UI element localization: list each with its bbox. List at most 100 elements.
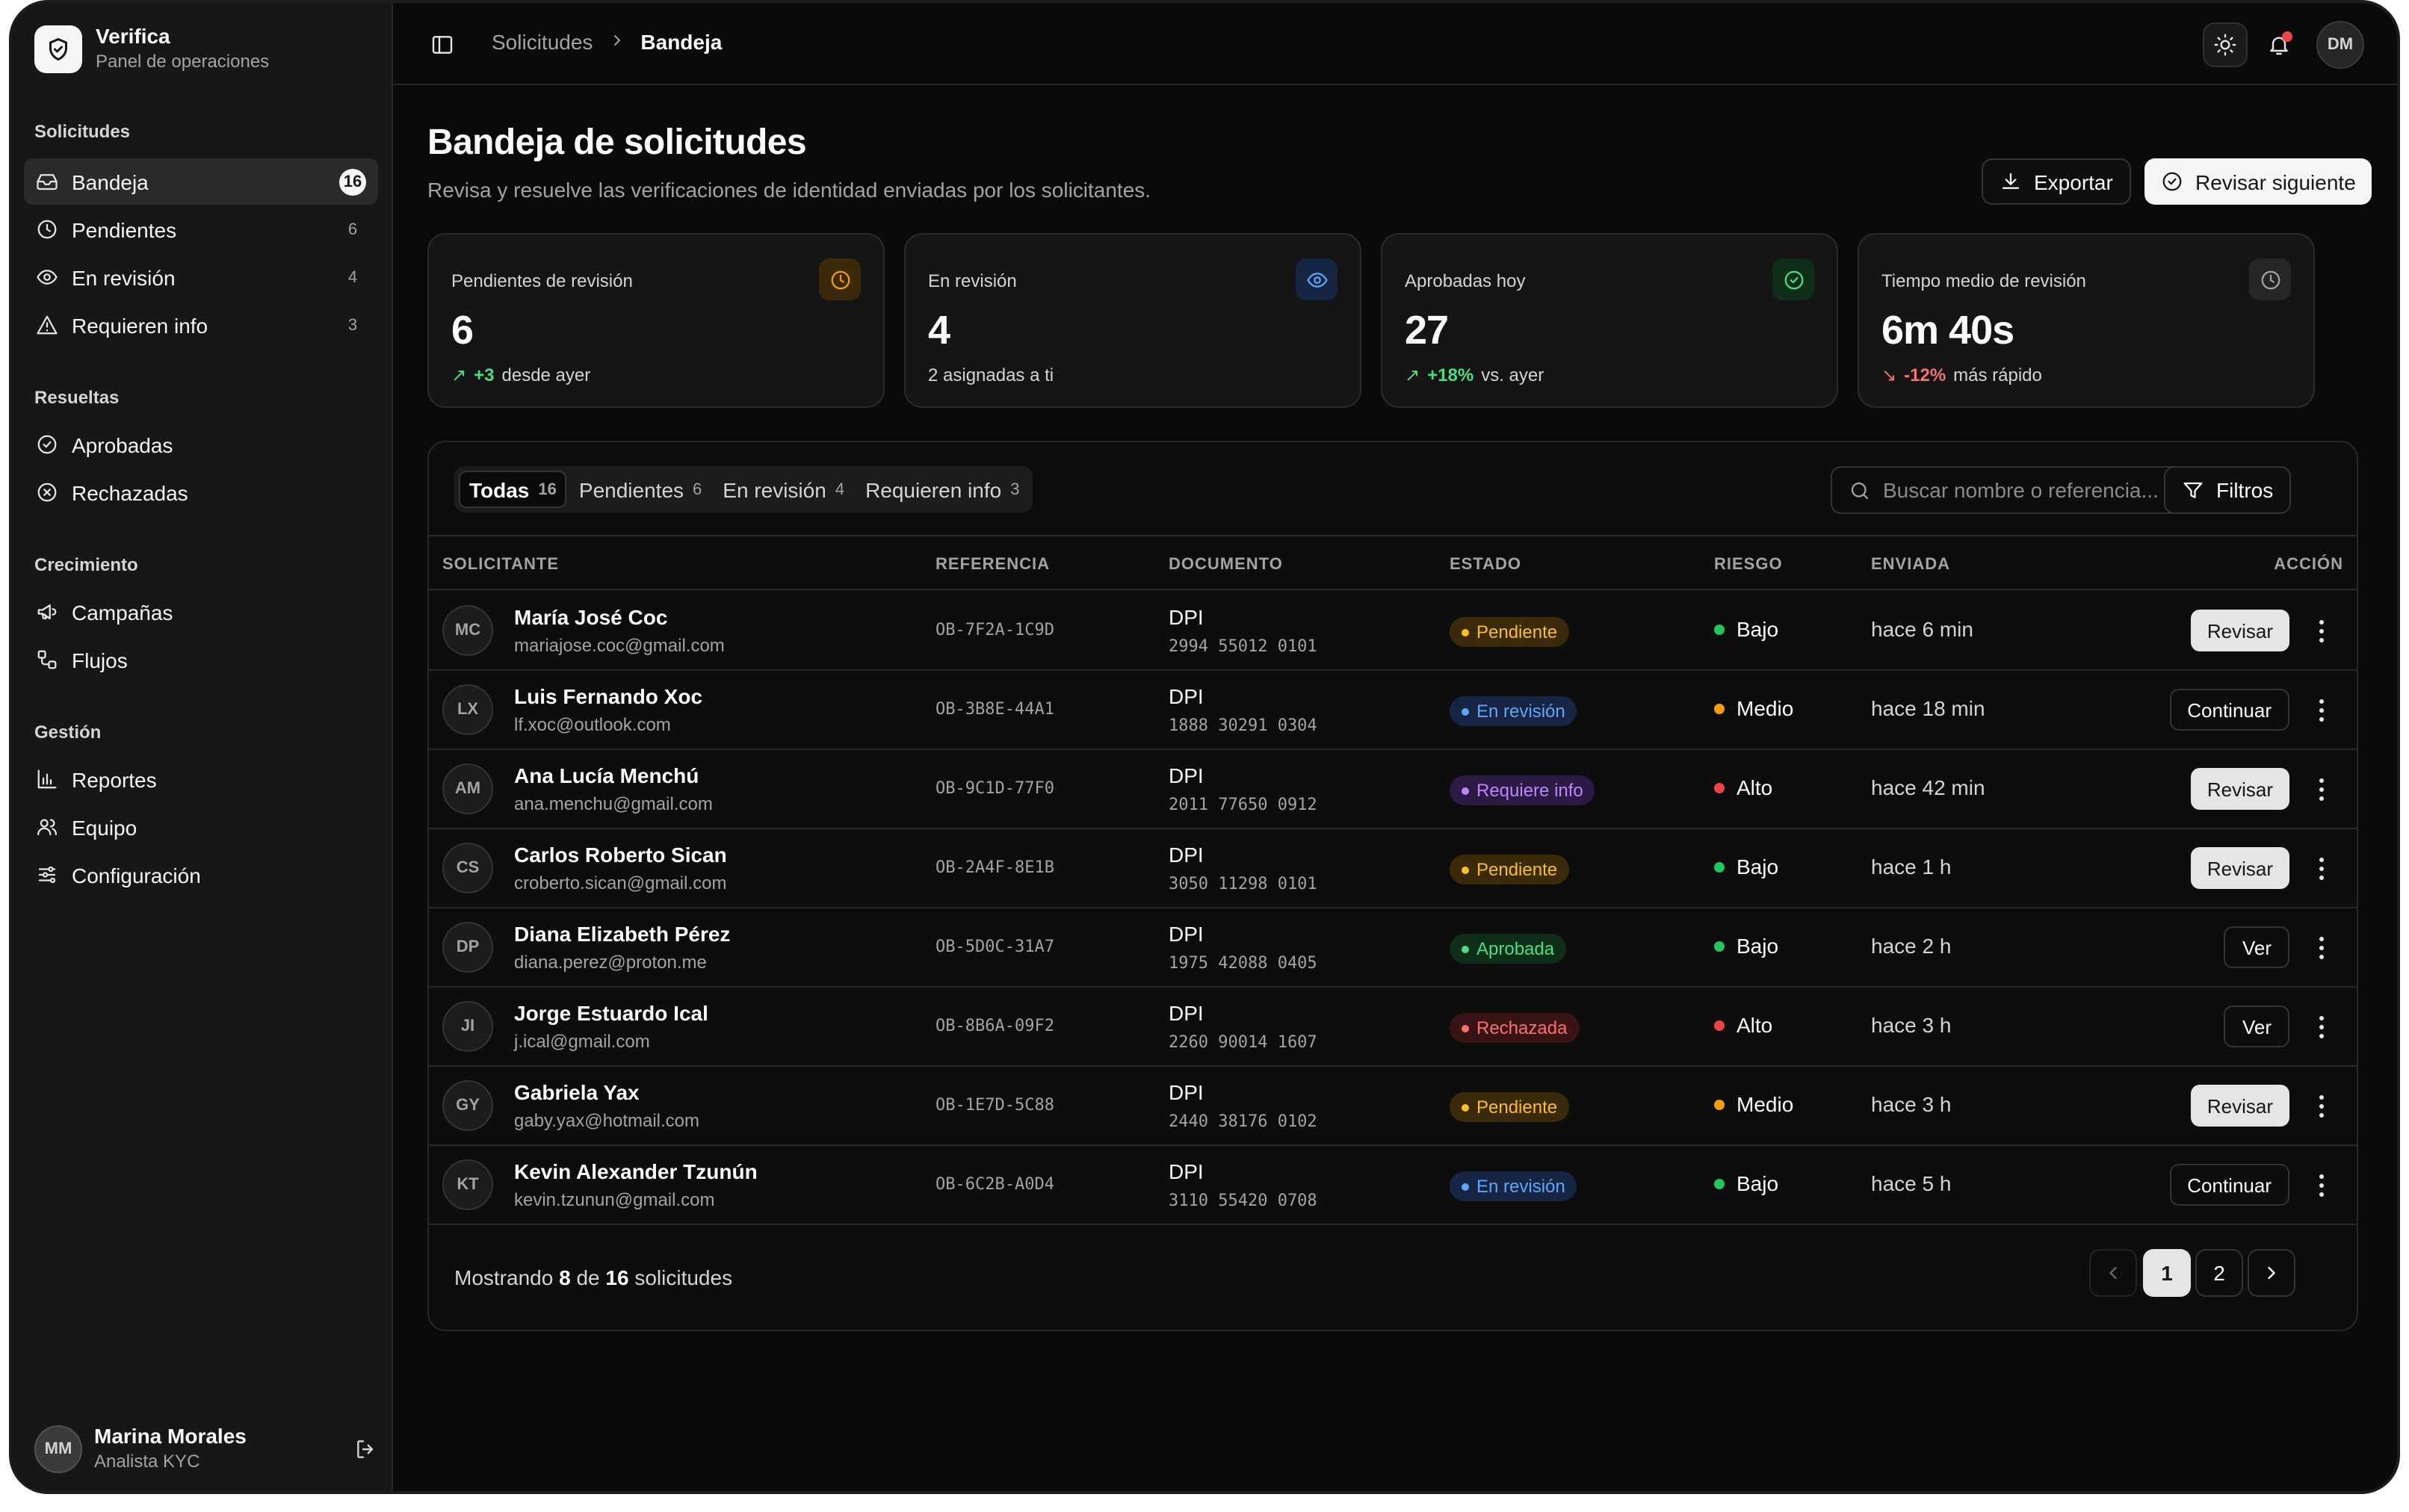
column-header[interactable]: REFERENCIA [936, 556, 1051, 574]
column-header[interactable]: ENVIADA [1871, 556, 1951, 574]
row-action-button[interactable]: Continuar [2169, 689, 2289, 731]
page-subtitle: Revisa y resuelve las verificaciones de … [427, 178, 1151, 202]
avatar[interactable]: DM [2316, 21, 2364, 69]
page-2-button[interactable]: 2 [2195, 1249, 2243, 1297]
column-header[interactable]: ESTADO [1450, 556, 1522, 574]
sidebar-item-label: Reportes [72, 767, 157, 791]
avatar: CS [442, 843, 493, 893]
applicant-name[interactable]: Jorge Estuardo Ical [514, 1001, 708, 1025]
bell-icon[interactable] [2257, 22, 2301, 67]
column-header[interactable]: RIESGO [1714, 556, 1783, 574]
tab-todas[interactable]: Todas 16 [459, 471, 567, 508]
tab-label: Pendientes [578, 477, 684, 501]
more-options-icon[interactable] [2309, 696, 2333, 723]
applicant-name[interactable]: Gabriela Yax [514, 1080, 640, 1104]
sidebar-item-flujos[interactable]: Flujos [24, 636, 378, 683]
applicant-name[interactable]: Carlos Roberto Sican [514, 843, 727, 867]
logout-icon[interactable] [354, 1437, 378, 1469]
applicant-name[interactable]: Luis Fernando Xoc [514, 684, 703, 708]
table-row[interactable]: MC María José Coc mariajose.coc@gmail.com O… [429, 592, 2357, 671]
breadcrumb-solicitudes[interactable]: Solicitudes [492, 30, 593, 54]
sidebar-toggle-icon[interactable] [420, 22, 465, 67]
row-action-button[interactable]: Ver [2224, 926, 2289, 968]
more-options-icon[interactable] [2309, 855, 2333, 882]
review-next-button[interactable]: Revisar siguiente [2144, 158, 2372, 205]
stat-footnote: desde ayer [501, 365, 591, 385]
sidebar-item-configuracion[interactable]: Configuración [24, 852, 378, 898]
stat-footer: ↗ +18% vs. ayer [1405, 365, 1544, 385]
export-button[interactable]: Exportar [1982, 158, 2131, 205]
sidebar-item-label: Aprobadas [72, 433, 173, 456]
more-options-icon[interactable] [2309, 775, 2333, 802]
document-number: 1975 42088 0405 [1169, 953, 1317, 973]
sidebar-item-pendientes[interactable]: Pendientes 6 [24, 206, 378, 252]
document-number: 3050 11298 0101 [1169, 874, 1317, 893]
sidebar-item-en-revision[interactable]: En revisión 4 [24, 254, 378, 300]
document-type: DPI [1169, 843, 1204, 867]
app-window: Verifica Panel de operaciones Solicitude… [9, 0, 2400, 1494]
risk-level: Bajo [1714, 934, 1778, 958]
alert-triangle-icon [37, 315, 58, 335]
table-row[interactable]: KT Kevin Alexander Tzunún kevin.tzunun@gma… [429, 1146, 2357, 1225]
sidebar-item-bandeja[interactable]: Bandeja 16 [24, 158, 378, 205]
row-action-button[interactable]: Revisar [2190, 1085, 2289, 1127]
table-row[interactable]: AM Ana Lucía Menchú ana.menchu@gmail.com OB… [429, 750, 2357, 829]
risk-label: Medio [1737, 696, 1794, 720]
eye-icon [1306, 272, 1327, 287]
more-options-icon[interactable] [2309, 1013, 2333, 1040]
status-label: Pendiente [1476, 1097, 1558, 1118]
sidebar-item-campanas[interactable]: Campañas [24, 589, 378, 635]
applicant-name[interactable]: Diana Elizabeth Pérez [514, 922, 731, 946]
tab-requieren-info[interactable]: Requieren info 3 [856, 471, 1028, 508]
reference-code: OB-2A4F-8E1B [936, 858, 1054, 877]
tab-en-revision[interactable]: En revisión 4 [714, 471, 853, 508]
more-options-icon[interactable] [2309, 934, 2333, 961]
row-action-button[interactable]: Ver [2224, 1006, 2289, 1047]
row-action-button[interactable]: Revisar [2190, 847, 2289, 889]
table-row[interactable]: GY Gabriela Yax gaby.yax@hotmail.com OB-1E7… [429, 1067, 2357, 1146]
table-row[interactable]: LX Luis Fernando Xoc lf.xoc@outlook.com OB-… [429, 671, 2357, 750]
applicant-name[interactable]: Kevin Alexander Tzunún [514, 1159, 758, 1183]
status-label: Requiere info [1476, 780, 1583, 801]
applicant-name[interactable]: María José Coc [514, 605, 668, 629]
reference-code: OB-6C2B-A0D4 [936, 1174, 1054, 1194]
sidebar-item-reportes[interactable]: Reportes [24, 756, 378, 802]
applicant-name[interactable]: Ana Lucía Menchú [514, 763, 699, 787]
more-options-icon[interactable] [2309, 1092, 2333, 1119]
risk-dot [1714, 1020, 1725, 1030]
row-action-button[interactable]: Revisar [2190, 610, 2289, 651]
risk-dot [1714, 861, 1725, 872]
column-header[interactable]: DOCUMENTO [1169, 556, 1283, 574]
brand[interactable]: Verifica Panel de operaciones [34, 24, 269, 75]
table-row[interactable]: CS Carlos Roberto Sican croberto.sican@gma… [429, 829, 2357, 908]
stat-footnote: más rápido [1953, 365, 2042, 385]
applicant-email: ana.menchu@gmail.com [514, 793, 713, 814]
sidebar-item-requieren-info[interactable]: Requieren info 3 [24, 302, 378, 348]
tab-pendientes[interactable]: Pendientes 6 [570, 471, 711, 508]
status-label: Rechazada [1476, 1017, 1568, 1038]
row-action-button[interactable]: Continuar [2169, 1164, 2289, 1206]
next-page-button[interactable] [2248, 1249, 2295, 1297]
sidebar-item-rechazadas[interactable]: Rechazadas [24, 469, 378, 515]
filters-button[interactable]: Filtros [2164, 466, 2292, 514]
avatar: MM [34, 1425, 82, 1473]
more-options-icon[interactable] [2309, 617, 2333, 644]
table-row[interactable]: DP Diana Elizabeth Pérez diana.perez@proto… [429, 908, 2357, 988]
sent-time: hace 1 h [1871, 855, 1952, 879]
sidebar-item-equipo[interactable]: Equipo [24, 804, 378, 850]
sun-icon[interactable] [2203, 22, 2248, 67]
previous-page-button[interactable] [2089, 1249, 2137, 1297]
sidebar-item-label: En revisión [72, 265, 176, 289]
column-header[interactable]: SOLICITANTE [442, 556, 560, 574]
sidebar-item-aprobadas[interactable]: Aprobadas [24, 421, 378, 468]
stat-value: 6m 40s [1881, 308, 2014, 353]
search-input[interactable]: Buscar nombre o referencia... [1831, 466, 2215, 514]
search-placeholder: Buscar nombre o referencia... [1883, 478, 2159, 502]
user-profile[interactable]: MM Marina Morales Analista KYC [34, 1419, 378, 1479]
more-options-icon[interactable] [2309, 1171, 2333, 1198]
table-row[interactable]: JI Jorge Estuardo Ical j.ical@gmail.com OB-… [429, 988, 2357, 1067]
breadcrumb-bandeja: Bandeja [640, 30, 723, 54]
megaphone-icon [37, 604, 57, 619]
page-1-button[interactable]: 1 [2143, 1249, 2191, 1297]
row-action-button[interactable]: Revisar [2190, 768, 2289, 810]
